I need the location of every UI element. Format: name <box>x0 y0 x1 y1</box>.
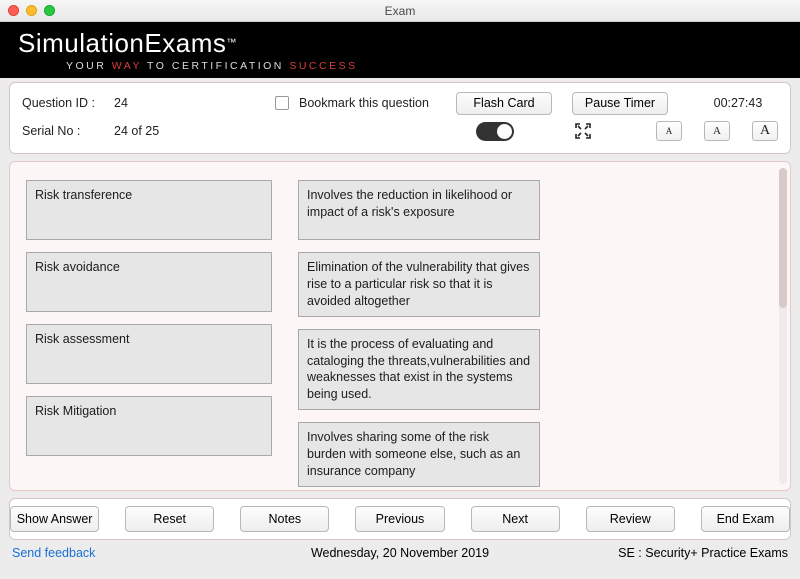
close-window-icon[interactable] <box>8 5 19 16</box>
status-exam-name: SE : Security+ Practice Exams <box>618 546 788 560</box>
previous-button[interactable]: Previous <box>355 506 444 532</box>
match-terms-column: Risk transference Risk avoidance Risk as… <box>26 180 272 487</box>
window-title: Exam <box>385 4 416 18</box>
brand-name: SimulationExams <box>18 28 226 58</box>
tagline-text: TO CERTIFICATION <box>142 60 289 72</box>
notes-button[interactable]: Notes <box>240 506 329 532</box>
match-term-card[interactable]: Risk transference <box>26 180 272 240</box>
question-info-panel: Question ID : 24 Bookmark this question … <box>9 82 791 154</box>
send-feedback-link[interactable]: Send feedback <box>12 546 95 560</box>
font-size-large-button[interactable]: A <box>752 121 778 141</box>
match-term-card[interactable]: Risk Mitigation <box>26 396 272 456</box>
match-definition-card[interactable]: Involves sharing some of the risk burden… <box>298 422 540 487</box>
font-size-small-button[interactable]: A <box>656 121 682 141</box>
match-term-card[interactable]: Risk avoidance <box>26 252 272 312</box>
reset-button[interactable]: Reset <box>125 506 214 532</box>
tagline-accent: WAY <box>112 60 142 72</box>
serial-no-value: 24 of 25 <box>114 124 269 138</box>
match-term-card[interactable]: Risk assessment <box>26 324 272 384</box>
match-definition-card[interactable]: Involves the reduction in likelihood or … <box>298 180 540 240</box>
traffic-lights <box>8 5 55 16</box>
match-definition-card[interactable]: It is the process of evaluating and cata… <box>298 329 540 411</box>
status-bar: Send feedback Wednesday, 20 November 201… <box>0 540 800 560</box>
review-button[interactable]: Review <box>586 506 675 532</box>
status-date: Wednesday, 20 November 2019 <box>311 546 489 560</box>
window-titlebar: Exam <box>0 0 800 22</box>
pause-timer-button[interactable]: Pause Timer <box>572 92 668 115</box>
question-body-panel: Risk transference Risk avoidance Risk as… <box>9 161 791 491</box>
brand-tagline: YOUR WAY TO CERTIFICATION SUCCESS <box>66 60 782 72</box>
timer-display: 00:27:43 <box>698 96 778 110</box>
match-definition-card[interactable]: Elimination of the vulnerability that gi… <box>298 252 540 317</box>
question-id-value: 24 <box>114 96 269 110</box>
action-buttons-panel: Show Answer Reset Notes Previous Next Re… <box>9 498 791 540</box>
maximize-window-icon[interactable] <box>44 5 55 16</box>
show-answer-button[interactable]: Show Answer <box>10 506 99 532</box>
dark-mode-toggle[interactable] <box>476 122 514 141</box>
end-exam-button[interactable]: End Exam <box>701 506 790 532</box>
scrollbar-thumb[interactable] <box>779 168 787 308</box>
tagline-accent: SUCCESS <box>289 60 357 72</box>
bookmark-label: Bookmark this question <box>299 96 429 110</box>
flash-card-button[interactable]: Flash Card <box>456 92 552 115</box>
next-button[interactable]: Next <box>471 506 560 532</box>
tagline-text: YOUR <box>66 60 112 72</box>
serial-no-label: Serial No : <box>22 124 108 138</box>
fullscreen-icon[interactable] <box>574 122 592 140</box>
bookmark-checkbox[interactable] <box>275 96 289 110</box>
match-definitions-column: Involves the reduction in likelihood or … <box>298 180 540 487</box>
font-size-medium-button[interactable]: A <box>704 121 730 141</box>
brand-trademark: ™ <box>226 38 236 49</box>
brand-header: SimulationExams™ YOUR WAY TO CERTIFICATI… <box>0 22 800 78</box>
question-id-label: Question ID : <box>22 96 108 110</box>
minimize-window-icon[interactable] <box>26 5 37 16</box>
